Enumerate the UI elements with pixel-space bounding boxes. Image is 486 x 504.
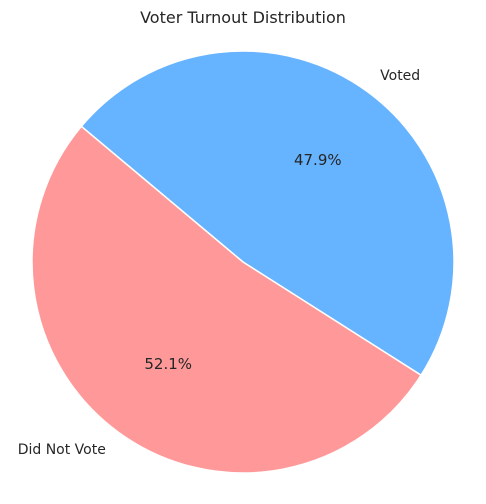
slice-percent-did-not-vote: 52.1% bbox=[144, 355, 192, 373]
pie-slice-did-not-vote bbox=[31, 125, 423, 474]
slice-label-voted: Voted bbox=[380, 68, 420, 84]
chart-title: Voter Turnout Distribution bbox=[140, 8, 346, 27]
slice-percent-voted: 47.9% bbox=[294, 151, 342, 169]
pie-slices bbox=[31, 50, 455, 474]
pie-labels: Voted 47.9% Did Not Vote 52.1% bbox=[18, 68, 420, 458]
slice-label-did-not-vote: Did Not Vote bbox=[18, 442, 106, 458]
pie-slice-voted bbox=[80, 50, 455, 377]
